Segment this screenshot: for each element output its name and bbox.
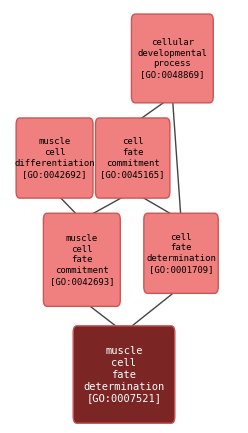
FancyBboxPatch shape bbox=[43, 213, 120, 307]
Text: cellular
developmental
process
[GO:0048869]: cellular developmental process [GO:00488… bbox=[137, 38, 207, 79]
FancyBboxPatch shape bbox=[144, 213, 218, 294]
Text: muscle
cell
differentiation
[GO:0042692]: muscle cell differentiation [GO:0042692] bbox=[14, 137, 95, 179]
FancyBboxPatch shape bbox=[73, 326, 175, 423]
FancyBboxPatch shape bbox=[16, 118, 93, 198]
FancyBboxPatch shape bbox=[95, 118, 170, 198]
Text: muscle
cell
fate
determination
[GO:0007521]: muscle cell fate determination [GO:00075… bbox=[83, 346, 165, 404]
Text: muscle
cell
fate
commitment
[GO:0042693]: muscle cell fate commitment [GO:0042693] bbox=[50, 234, 114, 286]
Text: cell
fate
commitment
[GO:0045165]: cell fate commitment [GO:0045165] bbox=[100, 137, 165, 179]
FancyBboxPatch shape bbox=[131, 14, 213, 103]
Text: cell
fate
determination
[GO:0001709]: cell fate determination [GO:0001709] bbox=[146, 233, 216, 274]
